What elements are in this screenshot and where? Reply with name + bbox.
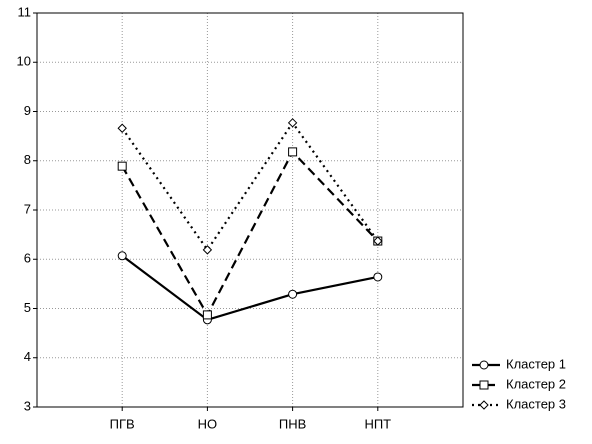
marker — [479, 360, 489, 370]
series-line — [121, 120, 379, 252]
marker — [288, 147, 298, 157]
y-tick-label: 5 — [24, 300, 31, 315]
marker — [479, 380, 489, 390]
y-tick-label: 6 — [24, 251, 31, 266]
legend-label: Кластер 2 — [506, 376, 566, 391]
y-tick-label: 4 — [24, 349, 31, 364]
plot-frame — [36, 12, 464, 408]
marker — [202, 310, 212, 320]
y-tick-label: 3 — [24, 398, 31, 413]
y-tick-label: 9 — [24, 103, 31, 118]
x-tick-label: НПТ — [364, 416, 391, 431]
marker — [117, 123, 127, 133]
marker — [202, 245, 213, 255]
y-tick-label: 10 — [17, 54, 31, 69]
series-line — [121, 254, 379, 322]
legend-label: Кластер 1 — [506, 356, 566, 371]
marker — [373, 236, 383, 246]
marker — [288, 289, 298, 299]
marker — [117, 161, 127, 171]
x-tick-label: ПГВ — [110, 416, 135, 431]
y-tick-label: 7 — [24, 201, 31, 216]
legend-label: Кластер 3 — [506, 396, 566, 411]
y-tick-label: 11 — [18, 4, 32, 19]
marker — [479, 400, 489, 410]
x-tick-label: НО — [198, 416, 218, 431]
y-tick-label: 8 — [24, 152, 31, 167]
x-tick-label: ПНВ — [279, 416, 306, 431]
marker — [287, 118, 298, 128]
series-line — [121, 150, 379, 318]
marker — [373, 272, 383, 282]
marker — [117, 251, 127, 261]
